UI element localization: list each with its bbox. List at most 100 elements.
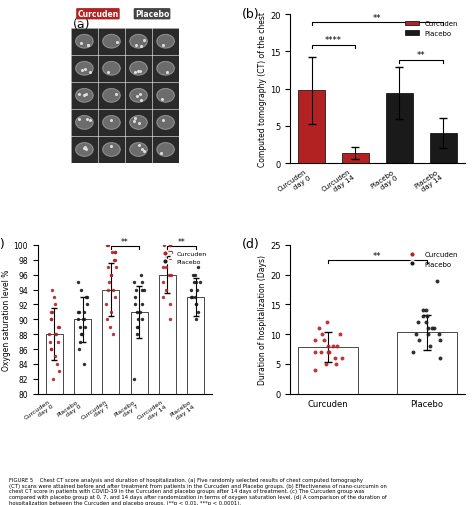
Point bbox=[137, 271, 145, 279]
Point bbox=[419, 307, 427, 315]
Polygon shape bbox=[157, 143, 174, 157]
Point bbox=[108, 249, 116, 257]
Point bbox=[159, 293, 167, 301]
Point bbox=[133, 308, 141, 316]
Point bbox=[136, 308, 143, 316]
Point bbox=[436, 354, 444, 362]
Point bbox=[111, 249, 119, 257]
Point bbox=[193, 286, 201, 294]
Point bbox=[311, 348, 319, 357]
Point bbox=[110, 256, 118, 264]
Point bbox=[162, 256, 169, 264]
Polygon shape bbox=[157, 35, 174, 49]
Point bbox=[53, 360, 61, 368]
Point bbox=[80, 308, 88, 316]
Point bbox=[331, 354, 338, 362]
Point bbox=[311, 366, 319, 374]
Bar bbox=[397, 333, 456, 394]
Point bbox=[105, 278, 113, 286]
Point bbox=[134, 316, 141, 324]
Point bbox=[47, 345, 55, 353]
Point bbox=[435, 330, 443, 338]
Polygon shape bbox=[76, 63, 93, 76]
Bar bbox=[430, 134, 456, 164]
Point bbox=[74, 308, 82, 316]
Point bbox=[165, 271, 173, 279]
Point bbox=[138, 301, 146, 309]
Point bbox=[425, 330, 432, 338]
Point bbox=[82, 323, 89, 331]
Point bbox=[139, 316, 146, 324]
Polygon shape bbox=[130, 143, 147, 157]
Point bbox=[324, 348, 332, 357]
Point bbox=[80, 316, 87, 324]
Point bbox=[437, 336, 444, 344]
Text: Day 14: Day 14 bbox=[155, 20, 177, 25]
Text: Day 14: Day 14 bbox=[100, 20, 123, 25]
Point bbox=[138, 278, 146, 286]
Point bbox=[130, 278, 138, 286]
Point bbox=[162, 264, 169, 272]
Point bbox=[47, 308, 55, 316]
Point bbox=[77, 338, 84, 346]
Text: **: ** bbox=[373, 251, 382, 260]
Point bbox=[162, 256, 169, 264]
Point bbox=[52, 352, 59, 361]
Point bbox=[189, 271, 197, 279]
Point bbox=[77, 330, 85, 338]
Point bbox=[83, 293, 91, 301]
Point bbox=[426, 342, 434, 350]
Point bbox=[324, 342, 332, 350]
Text: Day 0: Day 0 bbox=[129, 20, 148, 25]
Point bbox=[55, 368, 63, 376]
Y-axis label: Duration of hospitalization (Days): Duration of hospitalization (Days) bbox=[258, 255, 267, 384]
Point bbox=[433, 277, 441, 285]
Point bbox=[329, 342, 337, 350]
Point bbox=[104, 264, 111, 272]
Point bbox=[103, 241, 110, 249]
Point bbox=[188, 293, 195, 301]
Point bbox=[332, 360, 340, 368]
Bar bbox=[131, 312, 147, 505]
Y-axis label: Computed tomography (CT) of the chest: Computed tomography (CT) of the chest bbox=[258, 12, 267, 167]
Point bbox=[107, 271, 115, 279]
Point bbox=[325, 348, 333, 357]
Bar bbox=[298, 91, 325, 164]
Point bbox=[74, 316, 82, 324]
Point bbox=[415, 336, 423, 344]
Text: ****: **** bbox=[325, 36, 342, 45]
Bar bbox=[386, 94, 413, 164]
Point bbox=[80, 360, 88, 368]
Bar bbox=[342, 154, 369, 164]
Point bbox=[323, 319, 330, 327]
Point bbox=[196, 278, 204, 286]
Point bbox=[52, 330, 59, 338]
Text: FIGURE 5    Chest CT score analysis and duration of hospitalization. (a) Five ra: FIGURE 5 Chest CT score analysis and dur… bbox=[9, 477, 387, 505]
Text: **: ** bbox=[178, 238, 185, 247]
Point bbox=[138, 286, 146, 294]
Polygon shape bbox=[157, 63, 174, 76]
Point bbox=[311, 336, 319, 344]
Point bbox=[192, 278, 200, 286]
Point bbox=[108, 271, 115, 279]
Polygon shape bbox=[103, 89, 120, 103]
Point bbox=[77, 286, 84, 294]
Polygon shape bbox=[157, 89, 174, 103]
Point bbox=[337, 330, 344, 338]
Point bbox=[338, 354, 346, 362]
Bar bbox=[74, 320, 91, 505]
Polygon shape bbox=[76, 35, 93, 49]
Point bbox=[111, 293, 119, 301]
Point bbox=[422, 319, 430, 327]
Point bbox=[194, 264, 202, 272]
Text: **: ** bbox=[417, 50, 426, 60]
Text: (d): (d) bbox=[242, 238, 259, 251]
Point bbox=[47, 316, 55, 324]
Point bbox=[166, 316, 173, 324]
Text: Placebo: Placebo bbox=[135, 10, 169, 19]
Point bbox=[46, 330, 53, 338]
Point bbox=[112, 264, 119, 272]
Point bbox=[422, 307, 430, 315]
Point bbox=[76, 323, 83, 331]
Legend: Curcuden, Placebo: Curcuden, Placebo bbox=[402, 249, 461, 270]
